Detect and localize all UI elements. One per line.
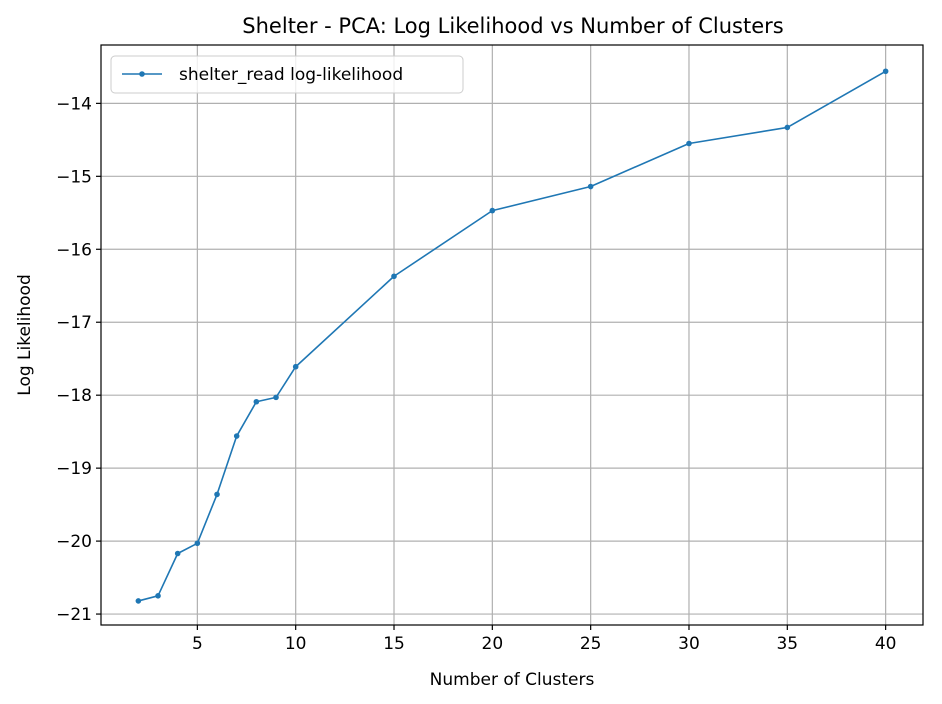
legend-box	[110, 55, 464, 94]
x-tick-label: 5	[192, 634, 203, 654]
data-point	[273, 394, 279, 401]
axis-ticks: 5 10 15 20 25 30 35 40 −21 −20 −19 −18 −17 −16 −15 −14	[56, 94, 896, 654]
x-axis-label: Number of Clusters	[430, 670, 595, 690]
legend: shelter_read log-likelihood	[110, 55, 464, 94]
data-point	[174, 550, 181, 557]
data-point	[292, 363, 299, 370]
data-point	[135, 598, 142, 604]
y-tick-label: −21	[56, 605, 92, 625]
series-layer	[135, 68, 889, 604]
y-tick-label: −16	[56, 240, 92, 260]
x-tick-label: 30	[678, 634, 700, 654]
data-point	[784, 124, 791, 131]
x-tick-label: 20	[482, 634, 504, 654]
data-point	[587, 183, 594, 190]
data-point	[489, 207, 496, 214]
y-tick-label: −20	[56, 532, 92, 552]
chart-title: Shelter - PCA: Log Likelihood vs Number …	[242, 14, 783, 38]
x-tick-label: 15	[383, 634, 405, 654]
legend-marker-swatch	[139, 71, 145, 77]
data-point	[253, 398, 260, 405]
data-point	[686, 140, 692, 147]
x-tick-label: 40	[875, 634, 897, 654]
x-tick-label: 35	[776, 634, 798, 654]
x-tick-label: 25	[580, 634, 602, 654]
data-point	[194, 540, 201, 547]
data-point	[391, 273, 397, 280]
data-point	[882, 68, 889, 75]
data-point	[214, 491, 220, 498]
y-tick-label: −15	[56, 167, 92, 187]
plot-frame	[100, 44, 924, 626]
y-tick-label: −17	[56, 313, 92, 333]
y-tick-label: −14	[56, 94, 92, 114]
data-point	[155, 593, 161, 599]
y-tick-label: −18	[56, 386, 92, 406]
x-tick-label: 10	[285, 634, 307, 654]
legend-entry-label: shelter_read log-likelihood	[179, 65, 403, 85]
data-point	[233, 433, 240, 439]
y-axis-label: Log Likelihood	[15, 274, 35, 395]
y-tick-label: −19	[56, 459, 92, 479]
